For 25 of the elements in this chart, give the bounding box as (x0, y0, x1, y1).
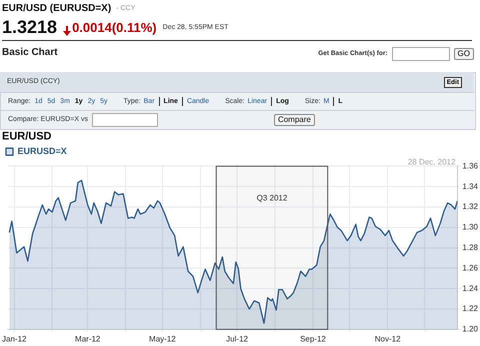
chart-subtitle: 28 Dec, 2012 (408, 157, 456, 166)
band-label: Q3 2012 (256, 193, 288, 202)
text: Compare (274, 114, 315, 126)
text: Basic Chart (2, 47, 58, 58)
y-tick-label: 1.20 (462, 324, 479, 334)
text: 1.3218 (2, 17, 58, 38)
chart-title: EUR/USD (2, 130, 52, 143)
x-tick-label: May-12 (149, 334, 176, 344)
y-tick-label: 1.34 (462, 182, 479, 191)
y-tick-label: 1.24 (462, 284, 479, 293)
x-tick-label: Mar-12 (75, 334, 101, 344)
y-tick-label: 1.26 (462, 263, 479, 272)
y-tick-label: 1.22 (462, 304, 479, 314)
y-tick-label: 1.28 (462, 243, 479, 252)
legend-label: EURUSD=X (18, 146, 67, 156)
x-tick-label: Nov-12 (374, 334, 402, 344)
x-tick-label: Jul-12 (226, 334, 249, 344)
text: EUR/USD (EURUSD=X) (2, 3, 112, 14)
y-tick-label: 1.36 (462, 161, 479, 170)
x-tick-label: Sep-12 (300, 334, 326, 344)
text: GO (454, 48, 474, 60)
x-tick-label: Jan-12 (2, 334, 28, 344)
text: 0.0014(0.11%) (72, 20, 157, 36)
y-tick-label: 1.32 (462, 202, 479, 212)
y-tick-label: 1.30 (462, 222, 479, 232)
